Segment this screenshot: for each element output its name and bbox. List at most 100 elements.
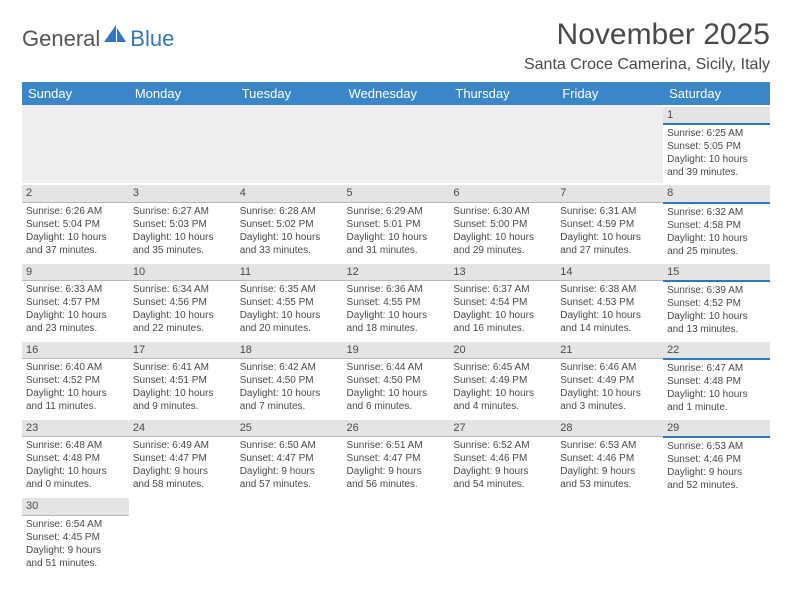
day-number: 13	[449, 264, 556, 281]
day-number: 20	[449, 342, 556, 359]
day-number: 16	[22, 342, 129, 359]
sunset-text: Sunset: 5:00 PM	[453, 218, 552, 231]
sunset-text: Sunset: 4:50 PM	[347, 374, 446, 387]
calendar-cell: 26 Sunrise: 6:51 AMSunset: 4:47 PMDayligh…	[343, 418, 450, 496]
daylight-text: Daylight: 10 hours	[347, 309, 446, 322]
calendar-cell: 16Sunrise: 6:40 AMSunset: 4:52 PMDayligh…	[22, 340, 129, 418]
sunrise-text: Sunrise: 6:31 AM	[560, 205, 659, 218]
daylight-text: and 51 minutes.	[26, 557, 125, 570]
sunrise-text: Sunrise: 6:32 AM	[667, 206, 766, 219]
daylight-text: Daylight: 10 hours	[667, 388, 766, 401]
calendar-cell	[663, 496, 770, 573]
calendar-cell: 18Sunrise: 6:42 AMSunset: 4:50 PMDayligh…	[236, 340, 343, 418]
daylight-text: and 25 minutes.	[667, 245, 766, 258]
daylight-text: and 1 minute.	[667, 401, 766, 414]
daylight-text: and 35 minutes.	[133, 244, 232, 257]
sunrise-text: Sunrise: 6:53 AM	[560, 439, 659, 452]
daylight-text: Daylight: 10 hours	[26, 465, 125, 478]
sunset-text: Sunset: 4:57 PM	[26, 296, 125, 309]
daylight-text: Daylight: 10 hours	[667, 153, 766, 166]
weekday-header: Tuesday	[236, 82, 343, 105]
calendar-cell: 4Sunrise: 6:28 AMSunset: 5:02 PMDaylight…	[236, 183, 343, 261]
daylight-text: Daylight: 10 hours	[133, 387, 232, 400]
calendar-cell	[449, 496, 556, 573]
daylight-text: and 3 minutes.	[560, 400, 659, 413]
daylight-text: and 7 minutes.	[240, 400, 339, 413]
daylight-text: Daylight: 10 hours	[560, 387, 659, 400]
daylight-text: Daylight: 10 hours	[667, 232, 766, 245]
daylight-text: and 56 minutes.	[347, 478, 446, 491]
calendar-cell: 14Sunrise: 6:38 AMSunset: 4:53 PMDayligh…	[556, 262, 663, 340]
daylight-text: Daylight: 9 hours	[347, 465, 446, 478]
day-number: 24	[129, 420, 236, 437]
calendar-cell	[449, 105, 556, 183]
sunrise-text: Sunrise: 6:48 AM	[26, 439, 125, 452]
daylight-text: and 29 minutes.	[453, 244, 552, 257]
daylight-text: Daylight: 10 hours	[240, 231, 339, 244]
daylight-text: Daylight: 9 hours	[453, 465, 552, 478]
day-number: 26	[343, 420, 450, 437]
sunset-text: Sunset: 4:59 PM	[560, 218, 659, 231]
calendar-cell	[129, 496, 236, 573]
calendar-cell: 29Sunrise: 6:53 AMSunset: 4:46 PMDayligh…	[663, 418, 770, 496]
daylight-text: Daylight: 9 hours	[560, 465, 659, 478]
weekday-header: Wednesday	[343, 82, 450, 105]
calendar-week-row: 1Sunrise: 6:25 AMSunset: 5:05 PMDaylight…	[22, 105, 770, 183]
day-number: 1	[663, 107, 770, 125]
daylight-text: Daylight: 10 hours	[453, 309, 552, 322]
sunrise-text: Sunrise: 6:29 AM	[347, 205, 446, 218]
sunrise-text: Sunrise: 6:51 AM	[347, 439, 446, 452]
daylight-text: and 23 minutes.	[26, 322, 125, 335]
sunrise-text: Sunrise: 6:52 AM	[453, 439, 552, 452]
calendar-cell: 6Sunrise: 6:30 AMSunset: 5:00 PMDaylight…	[449, 183, 556, 261]
daylight-text: Daylight: 10 hours	[667, 310, 766, 323]
sunset-text: Sunset: 4:55 PM	[347, 296, 446, 309]
weekday-header: Thursday	[449, 82, 556, 105]
sunrise-text: Sunrise: 6:38 AM	[560, 283, 659, 296]
calendar-cell: 11Sunrise: 6:35 AMSunset: 4:55 PMDayligh…	[236, 262, 343, 340]
daylight-text: and 54 minutes.	[453, 478, 552, 491]
day-number: 12	[343, 264, 450, 281]
day-number: 21	[556, 342, 663, 359]
sunset-text: Sunset: 4:47 PM	[133, 452, 232, 465]
calendar-cell	[236, 105, 343, 183]
day-number: 22	[663, 342, 770, 360]
sunset-text: Sunset: 4:54 PM	[453, 296, 552, 309]
daylight-text: and 53 minutes.	[560, 478, 659, 491]
daylight-text: and 33 minutes.	[240, 244, 339, 257]
daylight-text: Daylight: 10 hours	[133, 309, 232, 322]
weekday-header: Sunday	[22, 82, 129, 105]
sunset-text: Sunset: 4:51 PM	[133, 374, 232, 387]
day-number: 27	[449, 420, 556, 437]
sunrise-text: Sunrise: 6:50 AM	[240, 439, 339, 452]
calendar-cell: 25Sunrise: 6:50 AMSunset: 4:47 PMDayligh…	[236, 418, 343, 496]
sunset-text: Sunset: 5:02 PM	[240, 218, 339, 231]
weekday-header: Monday	[129, 82, 236, 105]
daylight-text: Daylight: 10 hours	[560, 309, 659, 322]
calendar-week-row: 30Sunrise: 6:54 AMSunset: 4:45 PMDayligh…	[22, 496, 770, 573]
daylight-text: and 11 minutes.	[26, 400, 125, 413]
sunrise-text: Sunrise: 6:34 AM	[133, 283, 232, 296]
sunset-text: Sunset: 5:03 PM	[133, 218, 232, 231]
calendar-cell	[556, 105, 663, 183]
daylight-text: and 16 minutes.	[453, 322, 552, 335]
daylight-text: and 20 minutes.	[240, 322, 339, 335]
calendar-week-row: 9Sunrise: 6:33 AMSunset: 4:57 PMDaylight…	[22, 262, 770, 340]
daylight-text: and 52 minutes.	[667, 479, 766, 492]
calendar-cell: 5Sunrise: 6:29 AMSunset: 5:01 PMDaylight…	[343, 183, 450, 261]
daylight-text: and 14 minutes.	[560, 322, 659, 335]
sunrise-text: Sunrise: 6:53 AM	[667, 440, 766, 453]
sail-icon	[102, 24, 128, 49]
calendar-cell: 10Sunrise: 6:34 AMSunset: 4:56 PMDayligh…	[129, 262, 236, 340]
sunset-text: Sunset: 4:47 PM	[347, 452, 446, 465]
calendar-cell: 27Sunrise: 6:52 AMSunset: 4:46 PMDayligh…	[449, 418, 556, 496]
sunrise-text: Sunrise: 6:46 AM	[560, 361, 659, 374]
day-number: 9	[22, 264, 129, 281]
calendar-cell: 8Sunrise: 6:32 AMSunset: 4:58 PMDaylight…	[663, 183, 770, 261]
daylight-text: and 39 minutes.	[667, 166, 766, 179]
daylight-text: and 58 minutes.	[133, 478, 232, 491]
sunrise-text: Sunrise: 6:41 AM	[133, 361, 232, 374]
logo: General Blue	[22, 24, 174, 53]
day-number: 19	[343, 342, 450, 359]
daylight-text: Daylight: 10 hours	[26, 231, 125, 244]
